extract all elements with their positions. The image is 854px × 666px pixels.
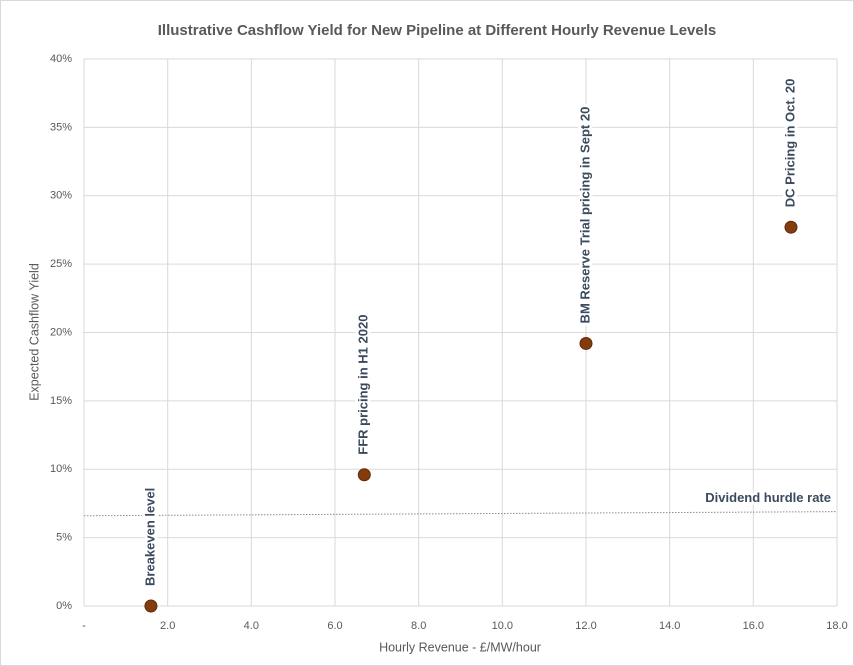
- x-tick-label: 18.0: [826, 620, 847, 632]
- x-tick-label: 16.0: [743, 620, 764, 632]
- point: [579, 336, 593, 350]
- x-tick-label: 6.0: [327, 620, 342, 632]
- y-tick-label: 15%: [50, 395, 72, 407]
- y-tick-label: 0%: [56, 600, 72, 612]
- x-tick-label: 14.0: [659, 620, 680, 632]
- y-tick-label: 35%: [50, 121, 72, 133]
- y-tick-label: 20%: [50, 326, 72, 338]
- x-tick-label: -: [82, 620, 86, 632]
- point: [784, 220, 798, 234]
- y-tick-label: 5%: [56, 532, 72, 544]
- point-label: FFR pricing in H1 2020: [356, 315, 371, 455]
- point-label: Breakeven level: [142, 488, 157, 586]
- y-tick-label: 40%: [50, 53, 72, 65]
- y-axis-title: Expected Cashflow Yield: [27, 263, 41, 401]
- x-axis-title: Hourly Revenue - £/MW/hour: [379, 640, 541, 654]
- x-tick-label: 10.0: [492, 620, 513, 632]
- point-label: DC Pricing in Oct. 20: [782, 79, 797, 208]
- y-tick-label: 30%: [50, 190, 72, 202]
- x-tick-label: 8.0: [411, 620, 426, 632]
- chart-title: Illustrative Cashflow Yield for New Pipe…: [158, 22, 717, 39]
- hurdle-label: Dividend hurdle rate: [705, 490, 831, 505]
- x-tick-label: 12.0: [575, 620, 596, 632]
- point-label: BM Reserve Trial pricing in Sept 20: [577, 107, 592, 324]
- y-tick-label: 25%: [50, 258, 72, 270]
- y-tick-label: 10%: [50, 463, 72, 475]
- point: [357, 468, 371, 482]
- x-tick-label: 2.0: [160, 620, 175, 632]
- point: [144, 599, 158, 613]
- hurdle-line: [83, 511, 838, 517]
- x-tick-label: 4.0: [244, 620, 259, 632]
